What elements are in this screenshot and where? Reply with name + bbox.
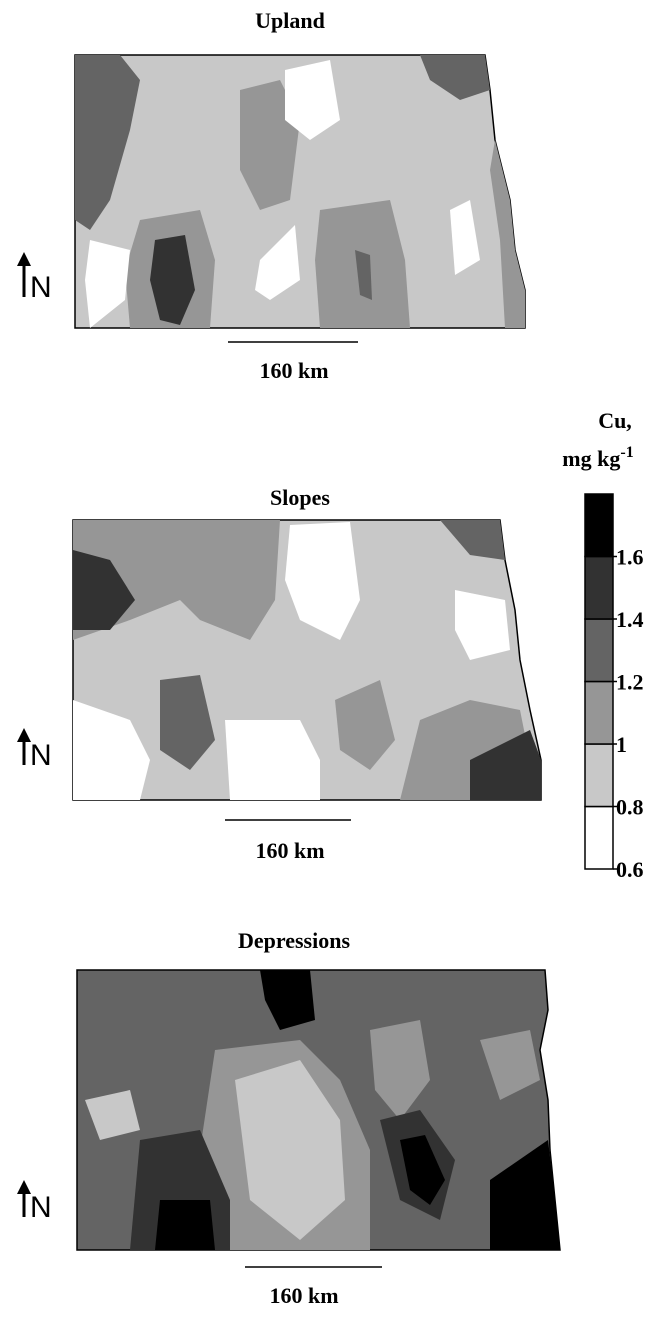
legend-tick-label: 0.8 bbox=[616, 795, 644, 820]
figure: Upland 160 km N Slopes bbox=[0, 0, 670, 1319]
legend-swatch bbox=[585, 619, 613, 682]
legend-tick-label: 1 bbox=[616, 732, 627, 757]
scale-label: 160 km bbox=[269, 1283, 338, 1308]
north-label: N bbox=[30, 1191, 52, 1224]
north-arrow bbox=[17, 252, 31, 297]
legend-unit-sup: -1 bbox=[620, 444, 633, 461]
scale-label: 160 km bbox=[255, 838, 324, 863]
legend-swatch bbox=[585, 557, 613, 620]
legend-swatch bbox=[585, 494, 613, 557]
north-arrow bbox=[17, 1180, 31, 1217]
legend-tick-label: 1.2 bbox=[616, 670, 644, 695]
legend-tick-label: 1.6 bbox=[616, 545, 644, 570]
north-arrow bbox=[17, 728, 31, 765]
legend-swatch bbox=[585, 807, 613, 870]
map-upland bbox=[75, 55, 525, 328]
legend: 0.6 0.8 1 1.2 1.4 1.6 bbox=[585, 494, 644, 882]
legend-swatch bbox=[585, 682, 613, 745]
north-label: N bbox=[30, 271, 52, 304]
legend-unit: mg kg-1 bbox=[562, 444, 633, 471]
legend-title: Cu, bbox=[598, 408, 632, 433]
north-label: N bbox=[30, 739, 52, 772]
map-depressions bbox=[77, 970, 560, 1250]
map-slopes bbox=[73, 520, 541, 800]
panel-title: Upland bbox=[255, 8, 325, 33]
panel-title: Depressions bbox=[238, 928, 350, 953]
legend-tick-label: 0.6 bbox=[616, 857, 644, 882]
legend-unit-base: mg kg bbox=[562, 446, 620, 471]
scale-label: 160 km bbox=[259, 358, 328, 383]
legend-tick-label: 1.4 bbox=[616, 607, 644, 632]
legend-swatch bbox=[585, 744, 613, 807]
panel-title: Slopes bbox=[270, 485, 330, 510]
